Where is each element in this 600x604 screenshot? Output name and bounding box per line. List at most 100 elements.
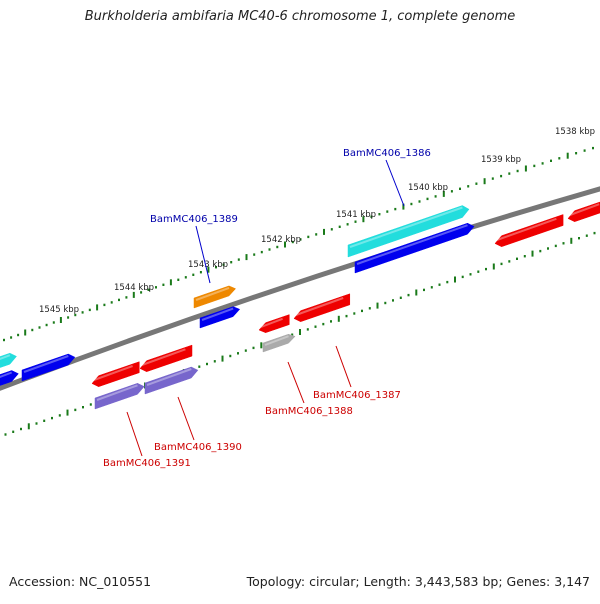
outer-tick-mark bbox=[315, 233, 318, 236]
callout-line-1391 bbox=[126, 411, 143, 457]
outer-tick-mark bbox=[253, 253, 256, 256]
gene-highlight bbox=[146, 368, 192, 386]
gene-label-1389[interactable]: BamMC406_1389 bbox=[150, 214, 238, 225]
inner-tick-mark bbox=[206, 362, 208, 366]
inner-tick-mark bbox=[376, 302, 379, 309]
gene-highlight bbox=[23, 355, 69, 373]
outer-tick-mark bbox=[74, 313, 77, 317]
gene-arrow-1390[interactable] bbox=[139, 344, 193, 372]
gene-arrow-1387b[interactable] bbox=[258, 314, 290, 333]
inner-tick-mark bbox=[508, 260, 511, 263]
inner-tick-mark bbox=[82, 406, 84, 409]
outer-tick-mark bbox=[500, 174, 503, 178]
inner-tick-mark bbox=[27, 423, 30, 430]
outer-tick-mark bbox=[125, 296, 128, 299]
gene-highlight bbox=[349, 206, 463, 248]
gene-highlight bbox=[195, 286, 230, 301]
gene-highlight bbox=[264, 335, 289, 346]
tick-label-1544: 1544 kbp bbox=[114, 283, 154, 293]
gene-label-1386[interactable]: BamMC406_1386 bbox=[343, 148, 431, 159]
inner-tick-mark bbox=[516, 257, 518, 260]
outer-tick-mark bbox=[323, 228, 325, 235]
gene-arrow-right-2[interactable] bbox=[567, 200, 600, 222]
inner-tick-mark bbox=[330, 320, 332, 323]
inner-tick-mark bbox=[593, 231, 596, 235]
gene-arrow-cds-1389[interactable] bbox=[199, 306, 241, 329]
outer-tick-mark bbox=[459, 187, 461, 190]
outer-tick-mark bbox=[442, 190, 445, 197]
outer-tick-mark bbox=[169, 279, 172, 286]
inner-tick-mark bbox=[554, 244, 557, 248]
gene-arrow-1387[interactable] bbox=[293, 293, 351, 322]
outer-tick-mark bbox=[575, 152, 578, 155]
gene-arrow-1388[interactable] bbox=[262, 333, 296, 353]
inner-tick-mark bbox=[361, 309, 363, 313]
gene-highlight bbox=[356, 224, 468, 265]
gene-arrow-1391-cds[interactable] bbox=[94, 383, 145, 410]
gene-arrow-left-cyan[interactable] bbox=[0, 352, 17, 371]
gene-highlight bbox=[93, 365, 133, 381]
gene-arrow-1390b[interactable] bbox=[91, 361, 140, 387]
outer-tick-mark bbox=[338, 225, 341, 228]
outer-tick-mark bbox=[467, 185, 470, 188]
outer-tick-mark bbox=[24, 329, 27, 336]
gene-label-1388[interactable]: BamMC406_1388 bbox=[265, 406, 353, 417]
inner-tick-mark bbox=[43, 419, 46, 422]
inner-tick-mark bbox=[485, 267, 487, 271]
inner-tick-mark bbox=[423, 288, 425, 292]
gene-highlight bbox=[141, 348, 186, 366]
inner-tick-mark bbox=[454, 276, 456, 283]
outer-tick-mark bbox=[386, 210, 389, 213]
outer-tick-mark bbox=[184, 276, 187, 279]
gene-label-1390[interactable]: BamMC406_1390 bbox=[154, 442, 242, 453]
inner-tick-mark bbox=[229, 354, 232, 358]
outer-tick-track bbox=[3, 146, 594, 342]
outer-tick-mark bbox=[541, 162, 544, 165]
inner-tick-mark bbox=[213, 360, 216, 363]
outer-tick-mark bbox=[394, 207, 397, 211]
outer-tick-mark bbox=[508, 172, 511, 175]
outer-tick-mark bbox=[222, 263, 225, 266]
gene-features[interactable] bbox=[0, 200, 600, 410]
inner-tick-mark bbox=[260, 342, 263, 349]
outer-tick-mark bbox=[132, 291, 135, 298]
inner-tick-mark bbox=[562, 242, 565, 245]
outer-tick-mark bbox=[88, 308, 91, 312]
inner-tick-mark bbox=[299, 329, 301, 335]
callout-line-1390 bbox=[177, 396, 195, 441]
outer-tick-mark bbox=[10, 336, 13, 339]
inner-tick-mark bbox=[58, 414, 61, 417]
gene-arrow-1389[interactable] bbox=[193, 285, 237, 309]
outer-tick-mark bbox=[592, 146, 594, 150]
inner-tick-mark bbox=[291, 333, 294, 336]
gene-label-1391[interactable]: BamMC406_1391 bbox=[103, 458, 191, 469]
inner-tick-mark bbox=[314, 325, 317, 328]
gene-arrow-left-blue2[interactable] bbox=[0, 370, 19, 390]
outer-tick-mark bbox=[230, 261, 233, 264]
inner-tick-mark bbox=[430, 286, 433, 289]
gene-highlight bbox=[0, 354, 11, 361]
inner-tick-mark bbox=[477, 270, 480, 273]
outer-tick-mark bbox=[155, 286, 157, 289]
outer-tick-mark bbox=[207, 266, 210, 273]
outer-tick-mark bbox=[17, 333, 20, 337]
inner-tick-mark bbox=[492, 263, 495, 270]
gene-arrow-left-blue[interactable] bbox=[21, 353, 76, 382]
accession-text: Accession: NC_010551 bbox=[9, 574, 152, 589]
gene-label-1387[interactable]: BamMC406_1387 bbox=[313, 390, 401, 401]
inner-tick-mark bbox=[469, 273, 472, 276]
outer-tick-mark bbox=[268, 248, 271, 251]
outer-tick-mark bbox=[426, 197, 429, 201]
outer-tick-mark bbox=[31, 328, 34, 332]
inner-tick-mark bbox=[392, 299, 394, 302]
inner-tick-mark bbox=[345, 314, 348, 318]
outer-tick-mark bbox=[140, 291, 143, 294]
gene-arrow-cds-1386[interactable] bbox=[354, 222, 475, 274]
gene-arrow-1386[interactable] bbox=[347, 205, 470, 258]
callout-line-1389 bbox=[195, 225, 211, 284]
gene-arrow-right-1[interactable] bbox=[494, 214, 564, 247]
outer-tick-mark bbox=[59, 317, 62, 323]
outer-tick-mark bbox=[533, 164, 536, 168]
gene-arrow-1390-cds[interactable] bbox=[144, 366, 199, 395]
inner-tick-mark bbox=[578, 237, 580, 240]
